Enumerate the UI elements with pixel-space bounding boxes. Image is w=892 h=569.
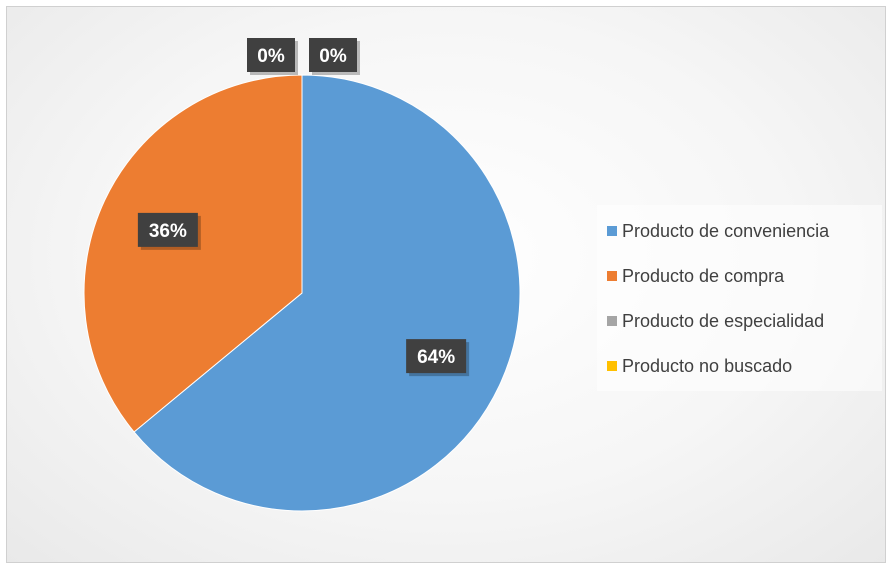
legend-item-especialidad: Producto de especialidad bbox=[607, 309, 882, 333]
pie-chart: 64% 36% 0% 0% bbox=[83, 38, 521, 512]
data-label-text-conveniencia: 64% bbox=[417, 347, 455, 368]
legend-swatch-no-buscado bbox=[607, 361, 617, 371]
chart-area: 64% 36% 0% 0% Producto de conveniencia Prod… bbox=[6, 6, 886, 563]
pie-slice-conveniencia bbox=[133, 74, 521, 512]
legend-swatch-especialidad bbox=[607, 316, 617, 326]
data-label-especialidad: 0% bbox=[247, 38, 298, 75]
data-label-box-compra bbox=[137, 212, 198, 247]
legend: Producto de conveniencia Producto de com… bbox=[597, 205, 882, 391]
data-label-text-compra: 36% bbox=[149, 221, 187, 242]
data-label-no-buscado: 0% bbox=[309, 38, 360, 75]
legend-item-conveniencia: Producto de conveniencia bbox=[607, 219, 882, 243]
data-label-text-no-buscado: 0% bbox=[319, 46, 347, 67]
legend-label-conveniencia: Producto de conveniencia bbox=[622, 220, 830, 241]
legend-label-compra: Producto de compra bbox=[622, 265, 785, 286]
legend-item-compra: Producto de compra bbox=[607, 264, 882, 288]
legend-swatch-compra bbox=[607, 271, 617, 281]
legend-swatch-conveniencia bbox=[607, 226, 617, 236]
pie-slices bbox=[83, 74, 521, 512]
data-label-box-especialidad bbox=[247, 38, 295, 72]
data-label-compra: 36% bbox=[137, 212, 201, 250]
data-label-box-no-buscado bbox=[309, 38, 357, 72]
data-label-conveniencia: 64% bbox=[406, 339, 470, 377]
data-label-text-especialidad: 0% bbox=[257, 46, 285, 67]
pie-slice-compra bbox=[83, 74, 303, 433]
legend-item-no-buscado: Producto no buscado bbox=[607, 354, 882, 378]
legend-label-no-buscado: Producto no buscado bbox=[622, 355, 793, 376]
data-label-box-conveniencia bbox=[406, 339, 467, 374]
data-labels: 64% 36% 0% 0% bbox=[137, 38, 470, 377]
legend-label-especialidad: Producto de especialidad bbox=[622, 310, 825, 331]
